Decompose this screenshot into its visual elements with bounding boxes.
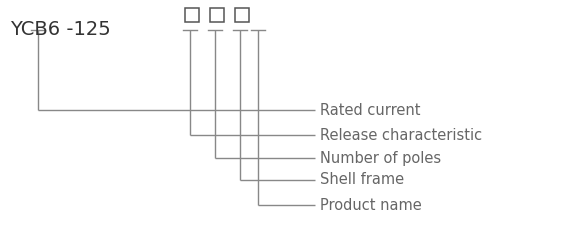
Text: Number of poles: Number of poles [320,150,441,165]
Text: Release characteristic: Release characteristic [320,127,482,143]
Text: Rated current: Rated current [320,103,420,118]
Bar [185,8,199,22]
Bar [235,8,249,22]
Text: YCB6 -125: YCB6 -125 [10,20,111,39]
Text: Product name: Product name [320,198,421,212]
Bar [210,8,224,22]
Text: Shell frame: Shell frame [320,172,404,187]
